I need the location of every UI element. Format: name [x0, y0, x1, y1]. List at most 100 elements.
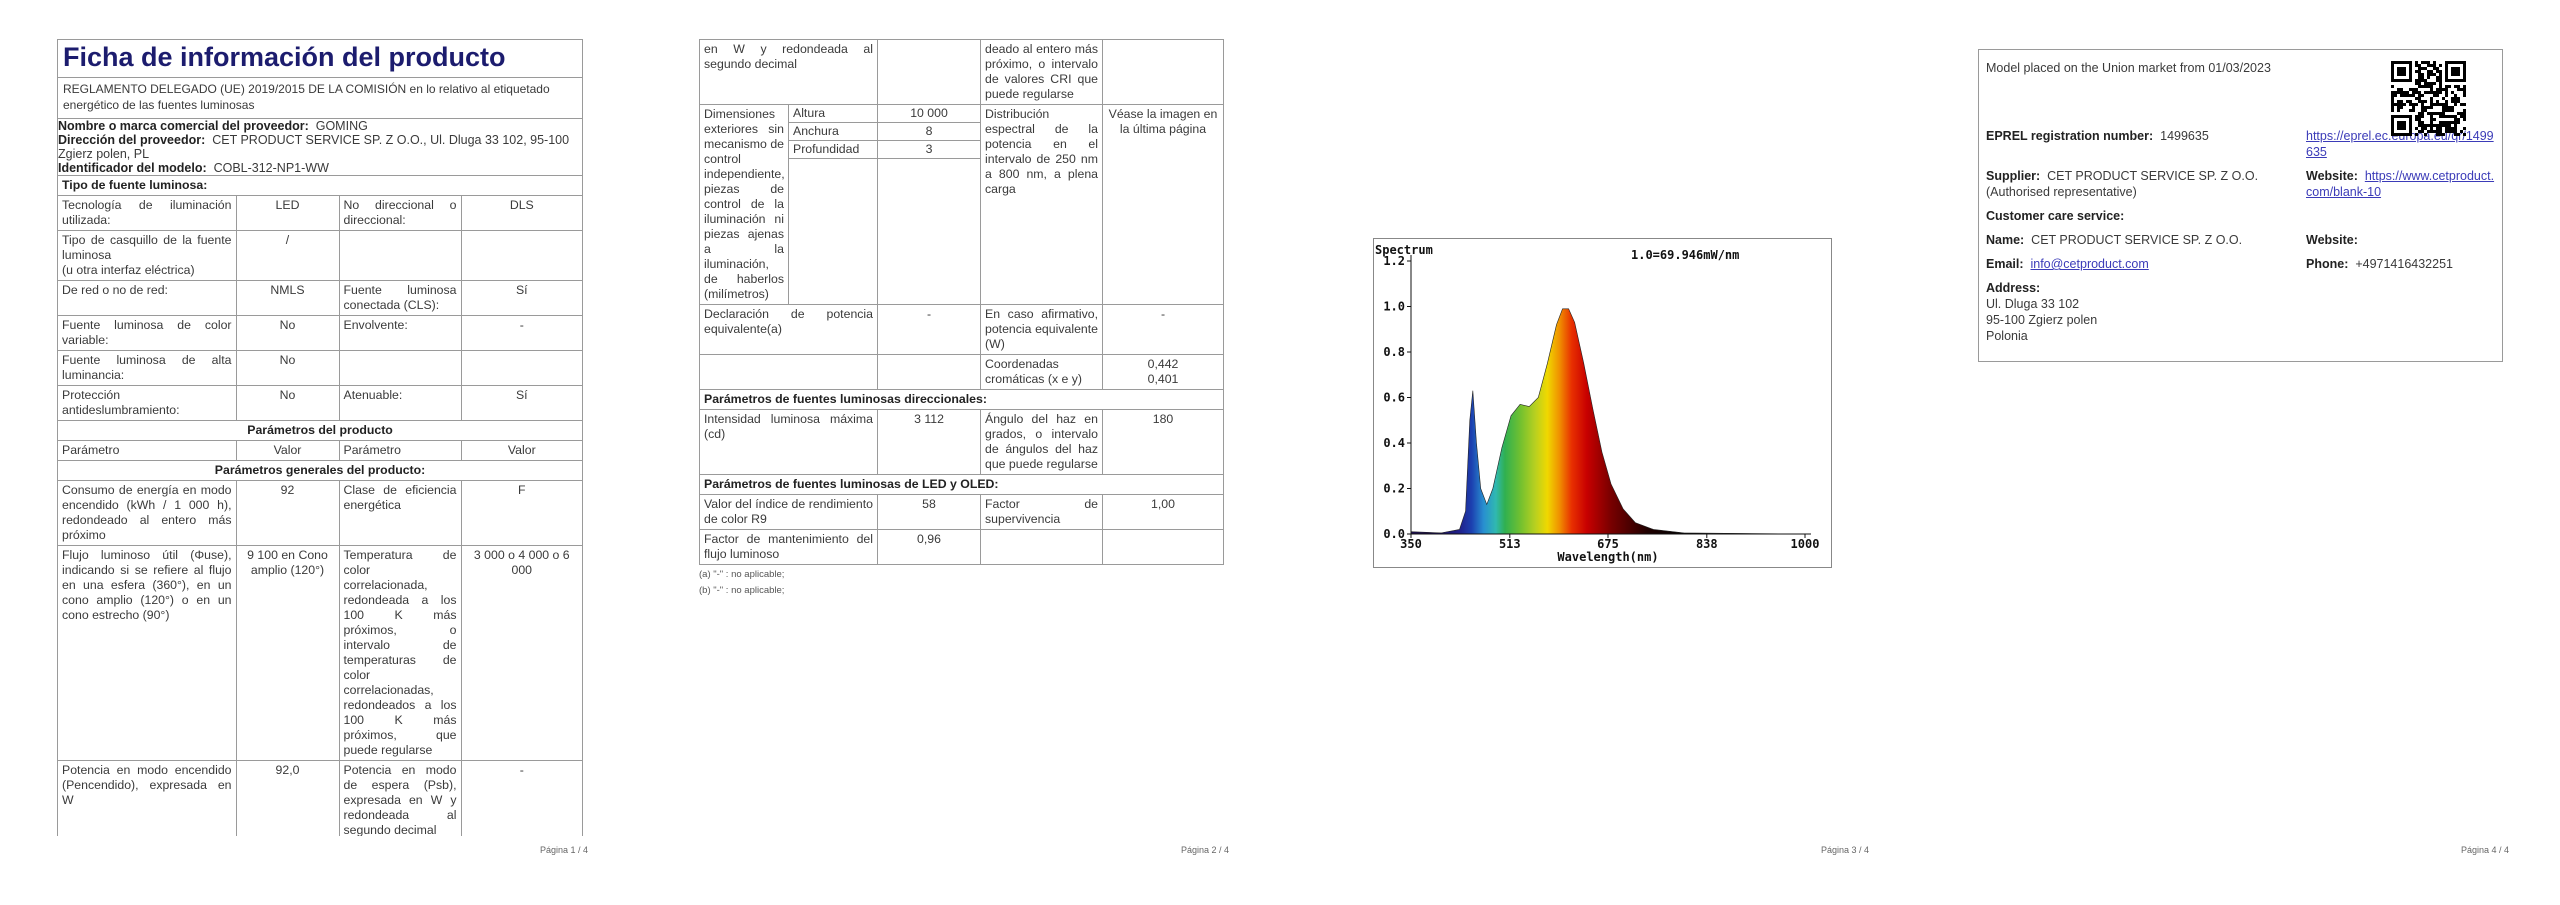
- qr-module: [2397, 127, 2400, 130]
- qr-module: [2448, 85, 2451, 88]
- qr-module: [2400, 133, 2403, 136]
- qr-module: [2397, 109, 2400, 112]
- customer-care-heading: Customer care service:: [1986, 209, 2125, 223]
- qr-module: [2391, 64, 2394, 67]
- table-cell: Intensidad luminosa máxima (cd): [699, 409, 878, 475]
- qr-module: [2439, 79, 2442, 82]
- qr-module: [2430, 73, 2433, 76]
- qr-module: [2436, 67, 2439, 70]
- qr-module: [2460, 112, 2463, 115]
- qr-module: [2445, 127, 2448, 130]
- qr-module: [2415, 118, 2418, 121]
- qr-module: [2418, 118, 2421, 121]
- qr-module: [2418, 130, 2421, 133]
- table-row: Parámetros de fuentes luminosas de LED y…: [699, 474, 1224, 495]
- qr-module: [2391, 61, 2394, 64]
- qr-module: [2394, 91, 2397, 94]
- table-cell: 92,0: [235, 760, 340, 836]
- table-cell: -: [460, 760, 582, 836]
- qr-module: [2442, 112, 2445, 115]
- qr-module: [2397, 121, 2400, 124]
- qr-module: [2436, 127, 2439, 130]
- field-label: Website:: [2306, 233, 2358, 247]
- qr-module: [2433, 82, 2436, 85]
- qr-module: [2427, 112, 2430, 115]
- page-1: Ficha de información del producto REGLAME…: [57, 39, 583, 836]
- qr-module: [2454, 97, 2457, 100]
- dim-name: Profundidad: [789, 141, 877, 159]
- qr-module: [2457, 88, 2460, 91]
- qr-module: [2394, 133, 2397, 136]
- table-row: Parámetros de fuentes luminosas direccio…: [699, 389, 1224, 410]
- qr-module: [2403, 67, 2406, 70]
- qr-module: [2460, 79, 2463, 82]
- y-tick-label: 0.6: [1383, 391, 1405, 405]
- qr-module: [2442, 103, 2445, 106]
- qr-module: [2442, 115, 2445, 118]
- qr-module: [2415, 91, 2418, 94]
- dim-name: Altura: [789, 105, 877, 123]
- qr-module: [2433, 124, 2436, 127]
- qr-module: [2463, 109, 2466, 112]
- x-axis-label: Wavelength(nm): [1557, 550, 1658, 564]
- qr-module: [2394, 61, 2397, 64]
- dim-value: 3: [878, 141, 980, 159]
- page-4: Model placed on the Union market from 01…: [1978, 49, 2503, 362]
- qr-module: [2415, 97, 2418, 100]
- page-footer: Página 2 / 4: [1181, 845, 1230, 855]
- qr-module: [2454, 103, 2457, 106]
- qr-module: [2439, 85, 2442, 88]
- qr-module: [2424, 67, 2427, 70]
- section-heading: Parámetros generales del producto:: [58, 460, 582, 481]
- qr-module: [2463, 85, 2466, 88]
- field-label: Phone:: [2306, 257, 2349, 271]
- dim-value: 8: [878, 123, 980, 141]
- table-cell: [1102, 529, 1224, 565]
- table-cell: Fuente luminosa de alta luminancia:: [58, 350, 237, 386]
- table-cell: [699, 354, 878, 390]
- qr-module: [2409, 100, 2412, 103]
- qr-module: [2424, 100, 2427, 103]
- qr-module: [2415, 133, 2418, 136]
- table-row: De red o no de red: NMLS Fuente luminosa c…: [58, 280, 582, 316]
- table-cell: F: [460, 480, 582, 546]
- qr-module: [2439, 70, 2442, 73]
- qr-module: [2397, 88, 2400, 91]
- qr-module: [2445, 73, 2448, 76]
- qr-module: [2424, 82, 2427, 85]
- qr-module: [2391, 127, 2394, 130]
- qr-module: [2436, 70, 2439, 73]
- qr-module: [2391, 109, 2394, 112]
- qr-module: [2421, 67, 2424, 70]
- qr-module: [2463, 67, 2466, 70]
- qr-module: [2445, 94, 2448, 97]
- qr-module: [2403, 103, 2406, 106]
- qr-module: [2430, 103, 2433, 106]
- table-cell: en W y redondeada al segundo decimal: [699, 39, 878, 105]
- qr-module: [2445, 103, 2448, 106]
- qr-module: [2418, 121, 2421, 124]
- qr-module: [2400, 100, 2403, 103]
- qr-module: [2445, 76, 2448, 79]
- table-row: en W y redondeada al segundo decimal dead…: [699, 39, 1224, 105]
- qr-module: [2457, 79, 2460, 82]
- qr-module: [2409, 118, 2412, 121]
- qr-module: [2463, 79, 2466, 82]
- table-cell: Potencia en modo de espera (Psb), expres…: [338, 760, 462, 836]
- qr-module: [2403, 127, 2406, 130]
- qr-module: [2403, 91, 2406, 94]
- table-row: Parámetros generales del producto:: [58, 460, 582, 481]
- field-value: +4971416432251: [2355, 257, 2453, 271]
- qr-module: [2463, 112, 2466, 115]
- qr-module: [2421, 124, 2424, 127]
- qr-module: [2454, 79, 2457, 82]
- qr-module: [2418, 67, 2421, 70]
- qr-module: [2433, 73, 2436, 76]
- document-title: Ficha de información del producto: [58, 40, 582, 78]
- qr-module: [2463, 70, 2466, 73]
- qr-module: [2457, 118, 2460, 121]
- field-value: CET PRODUCT SERVICE SP. Z O.O. (Authoris…: [1986, 169, 2259, 199]
- qr-module: [2391, 73, 2394, 76]
- qr-module: [2457, 61, 2460, 64]
- field-label: Nombre o marca comercial del proveedor:: [58, 119, 309, 133]
